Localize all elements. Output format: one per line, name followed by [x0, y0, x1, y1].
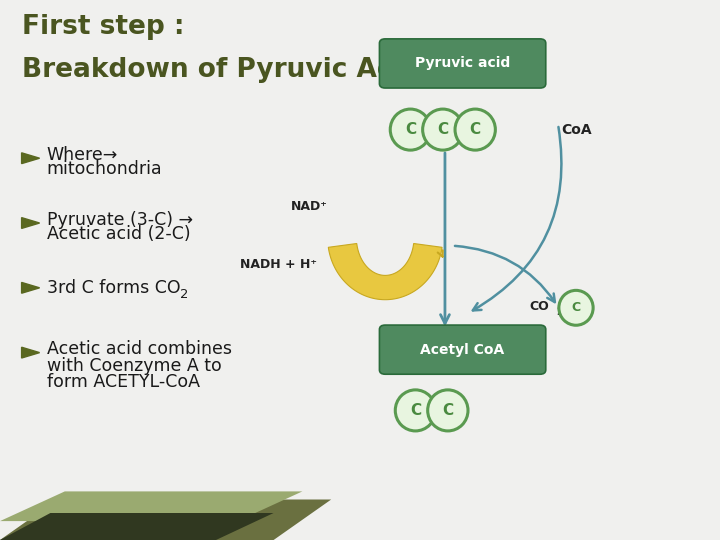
- Text: mitochondria: mitochondria: [47, 160, 163, 178]
- Text: C: C: [442, 403, 454, 418]
- Polygon shape: [22, 218, 40, 228]
- Text: form ACETYL-CoA: form ACETYL-CoA: [47, 373, 200, 391]
- Polygon shape: [0, 491, 302, 521]
- Text: CO: CO: [529, 300, 549, 313]
- FancyArrowPatch shape: [473, 127, 562, 310]
- Polygon shape: [0, 513, 274, 540]
- Polygon shape: [328, 244, 442, 300]
- Text: C: C: [405, 122, 416, 137]
- FancyArrowPatch shape: [455, 246, 555, 302]
- Polygon shape: [22, 153, 40, 164]
- Text: C: C: [410, 403, 421, 418]
- Text: C: C: [437, 122, 449, 137]
- Text: Acetyl CoA: Acetyl CoA: [420, 343, 505, 356]
- Ellipse shape: [395, 390, 436, 431]
- Text: Breakdown of Pyruvic Acid: Breakdown of Pyruvic Acid: [22, 57, 420, 83]
- Ellipse shape: [423, 109, 463, 150]
- Text: with Coenzyme A to: with Coenzyme A to: [47, 356, 222, 375]
- Text: 3rd C forms CO: 3rd C forms CO: [47, 279, 181, 297]
- Text: Where→: Where→: [47, 146, 118, 164]
- Text: C: C: [469, 122, 481, 137]
- Text: 2: 2: [180, 288, 188, 301]
- Text: Pyruvic acid: Pyruvic acid: [415, 57, 510, 70]
- Polygon shape: [22, 347, 40, 358]
- Text: Acetic acid (2-C): Acetic acid (2-C): [47, 225, 190, 243]
- Text: Acetic acid combines: Acetic acid combines: [47, 340, 232, 359]
- Ellipse shape: [390, 109, 431, 150]
- Ellipse shape: [559, 291, 593, 325]
- Text: Pyruvate (3-C) →: Pyruvate (3-C) →: [47, 211, 193, 229]
- Text: C: C: [572, 301, 580, 314]
- Text: 2: 2: [557, 307, 563, 317]
- Text: NADH + H⁺: NADH + H⁺: [240, 258, 317, 271]
- Ellipse shape: [428, 390, 468, 431]
- Text: CoA: CoA: [562, 123, 593, 137]
- Text: NAD⁺: NAD⁺: [291, 200, 328, 213]
- Polygon shape: [0, 500, 331, 540]
- FancyBboxPatch shape: [379, 39, 546, 88]
- Text: First step :: First step :: [22, 14, 184, 39]
- FancyBboxPatch shape: [379, 325, 546, 374]
- Ellipse shape: [455, 109, 495, 150]
- Polygon shape: [22, 282, 40, 293]
